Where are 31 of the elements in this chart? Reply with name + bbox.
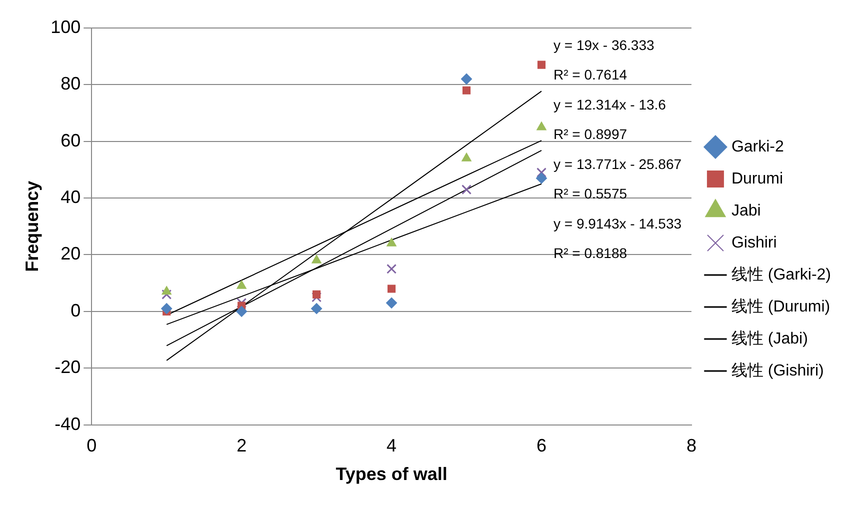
annotation: y = 13.771x - 25.867 [553,156,682,172]
annotation: R² = 0.7614 [553,66,628,83]
annotation: R² = 0.8997 [553,126,628,142]
y-axis-title: Frequency [22,180,42,272]
annotation: y = 12.314x - 13.6 [553,96,666,112]
legend-label: 线性 (Gishiri) [731,361,824,380]
x-tick-label: 4 [386,436,397,456]
x-tick-label: 0 [86,436,97,456]
y-tick-label: 100 [50,16,81,37]
y-tick-label: 0 [70,300,81,320]
x-tick-label: 6 [536,436,546,456]
annotation: y = 9.9143x - 14.533 [553,215,682,232]
y-tick-label: -40 [54,414,81,434]
annotation: R² = 0.8188 [553,245,628,262]
x-axis-title: Types of wall [336,464,448,484]
legend-label: 线性 (Jabi) [731,329,808,348]
legend-label: Gishiri [731,234,777,252]
annotation: y = 19x - 36.333 [553,36,654,53]
legend-label: Jabi [731,202,761,220]
x-tick-label: 8 [686,436,696,456]
legend-label: 线性 (Durumi) [731,297,830,316]
y-tick-label: 40 [60,187,81,208]
y-tick-label: 80 [60,74,81,94]
legend-label: Durumi [731,170,784,188]
legend-label: 线性 (Garki-2) [731,265,832,284]
y-tick-label: 20 [60,244,81,264]
annotation: R² = 0.5575 [553,186,628,202]
legend-label: Garki-2 [731,138,784,156]
y-tick-label: -20 [54,357,81,378]
x-tick-label: 2 [236,436,247,456]
y-tick-label: 60 [60,130,81,150]
